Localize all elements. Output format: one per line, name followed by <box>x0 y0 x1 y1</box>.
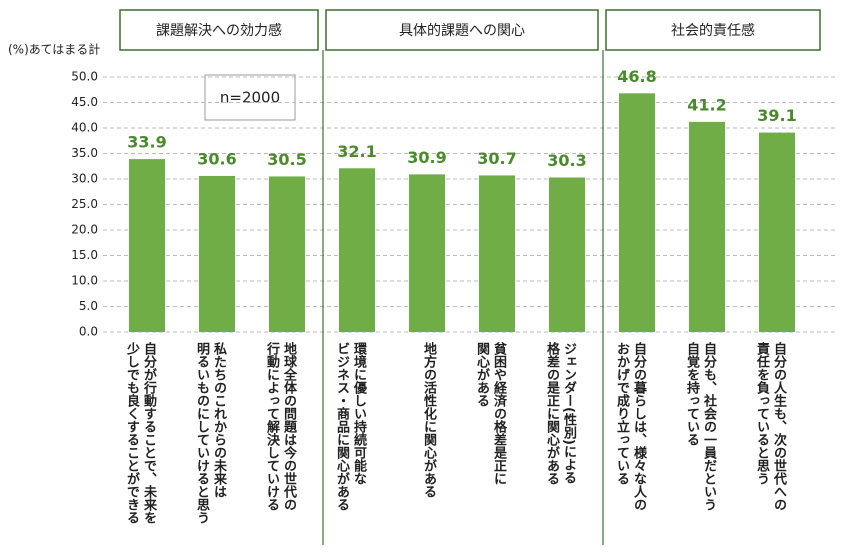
x-tick-label: 私たちのこれからの未来は 明るいものにしていけると思う <box>194 342 226 524</box>
bar <box>269 176 305 332</box>
bar <box>479 175 515 332</box>
bar <box>129 159 165 332</box>
annotation-box <box>204 74 296 121</box>
x-tick-label: 自分の暮らしは、様々な人の おかげで成り立っている <box>614 342 646 511</box>
group-label: 社会的責任感 <box>671 22 755 39</box>
bar <box>409 174 445 332</box>
y-axis-label: (%)あてはまる計 <box>8 42 100 57</box>
bar <box>199 175 235 332</box>
group-box <box>325 9 599 51</box>
value-label: 30.5 <box>267 150 306 169</box>
x-tick-label: 自分も、社会の一員だという 自覚を持っている <box>684 342 716 511</box>
value-label: 33.9 <box>127 133 166 152</box>
value-label: 30.3 <box>547 151 586 170</box>
value-label: 39.1 <box>757 106 796 125</box>
y-tick-label: 50.0 <box>71 70 98 84</box>
value-label: 32.1 <box>337 142 376 161</box>
y-tick-label: 10.0 <box>71 274 98 288</box>
y-tick-label: 15.0 <box>71 248 98 262</box>
group-label: 課題解決への効力感 <box>156 22 282 39</box>
value-label: 41.2 <box>687 95 726 114</box>
annotation: n=2000 <box>220 89 280 107</box>
x-tick-label: 地球全体の問題は今の世代の 行動によって解決していける <box>264 342 296 511</box>
value-label: 46.8 <box>617 67 656 86</box>
bar <box>339 168 375 332</box>
y-tick-label: 5.0 <box>79 299 98 313</box>
x-tick-label: 自分が行動することで、未来を 少しでも良くすることができる <box>124 342 156 524</box>
group-box <box>605 9 821 51</box>
value-label: 30.6 <box>197 149 236 168</box>
y-tick-label: 45.0 <box>71 95 98 109</box>
x-tick-label: 環境に優しい持続可能な ビジネス・商品に関心がある <box>334 342 366 511</box>
y-tick-label: 35.0 <box>71 146 98 160</box>
y-tick-label: 40.0 <box>71 121 98 135</box>
bar <box>689 121 725 332</box>
group-label: 具体的課題への関心 <box>399 23 525 39</box>
y-tick-label: 20.0 <box>71 223 98 237</box>
bar <box>759 132 795 332</box>
value-label: 30.9 <box>407 148 446 167</box>
bar <box>549 177 585 332</box>
bar <box>619 93 655 332</box>
x-tick-label: 貧困や経済の格差是正に 関心がある <box>474 342 506 485</box>
group-box <box>119 9 319 51</box>
x-tick-label: 地方の活性化に関心がある <box>421 342 436 498</box>
y-tick-label: 30.0 <box>71 172 98 186</box>
value-label: 30.7 <box>477 149 516 168</box>
y-tick-label: 25.0 <box>71 197 98 211</box>
x-tick-label: 自分の人生も、次の世代への 責任を負っていると思う <box>754 342 786 511</box>
y-tick-label: 0.0 <box>79 325 98 339</box>
x-tick-label: ジェンダー(性別)による 格差の是正に関心がある <box>544 342 576 485</box>
